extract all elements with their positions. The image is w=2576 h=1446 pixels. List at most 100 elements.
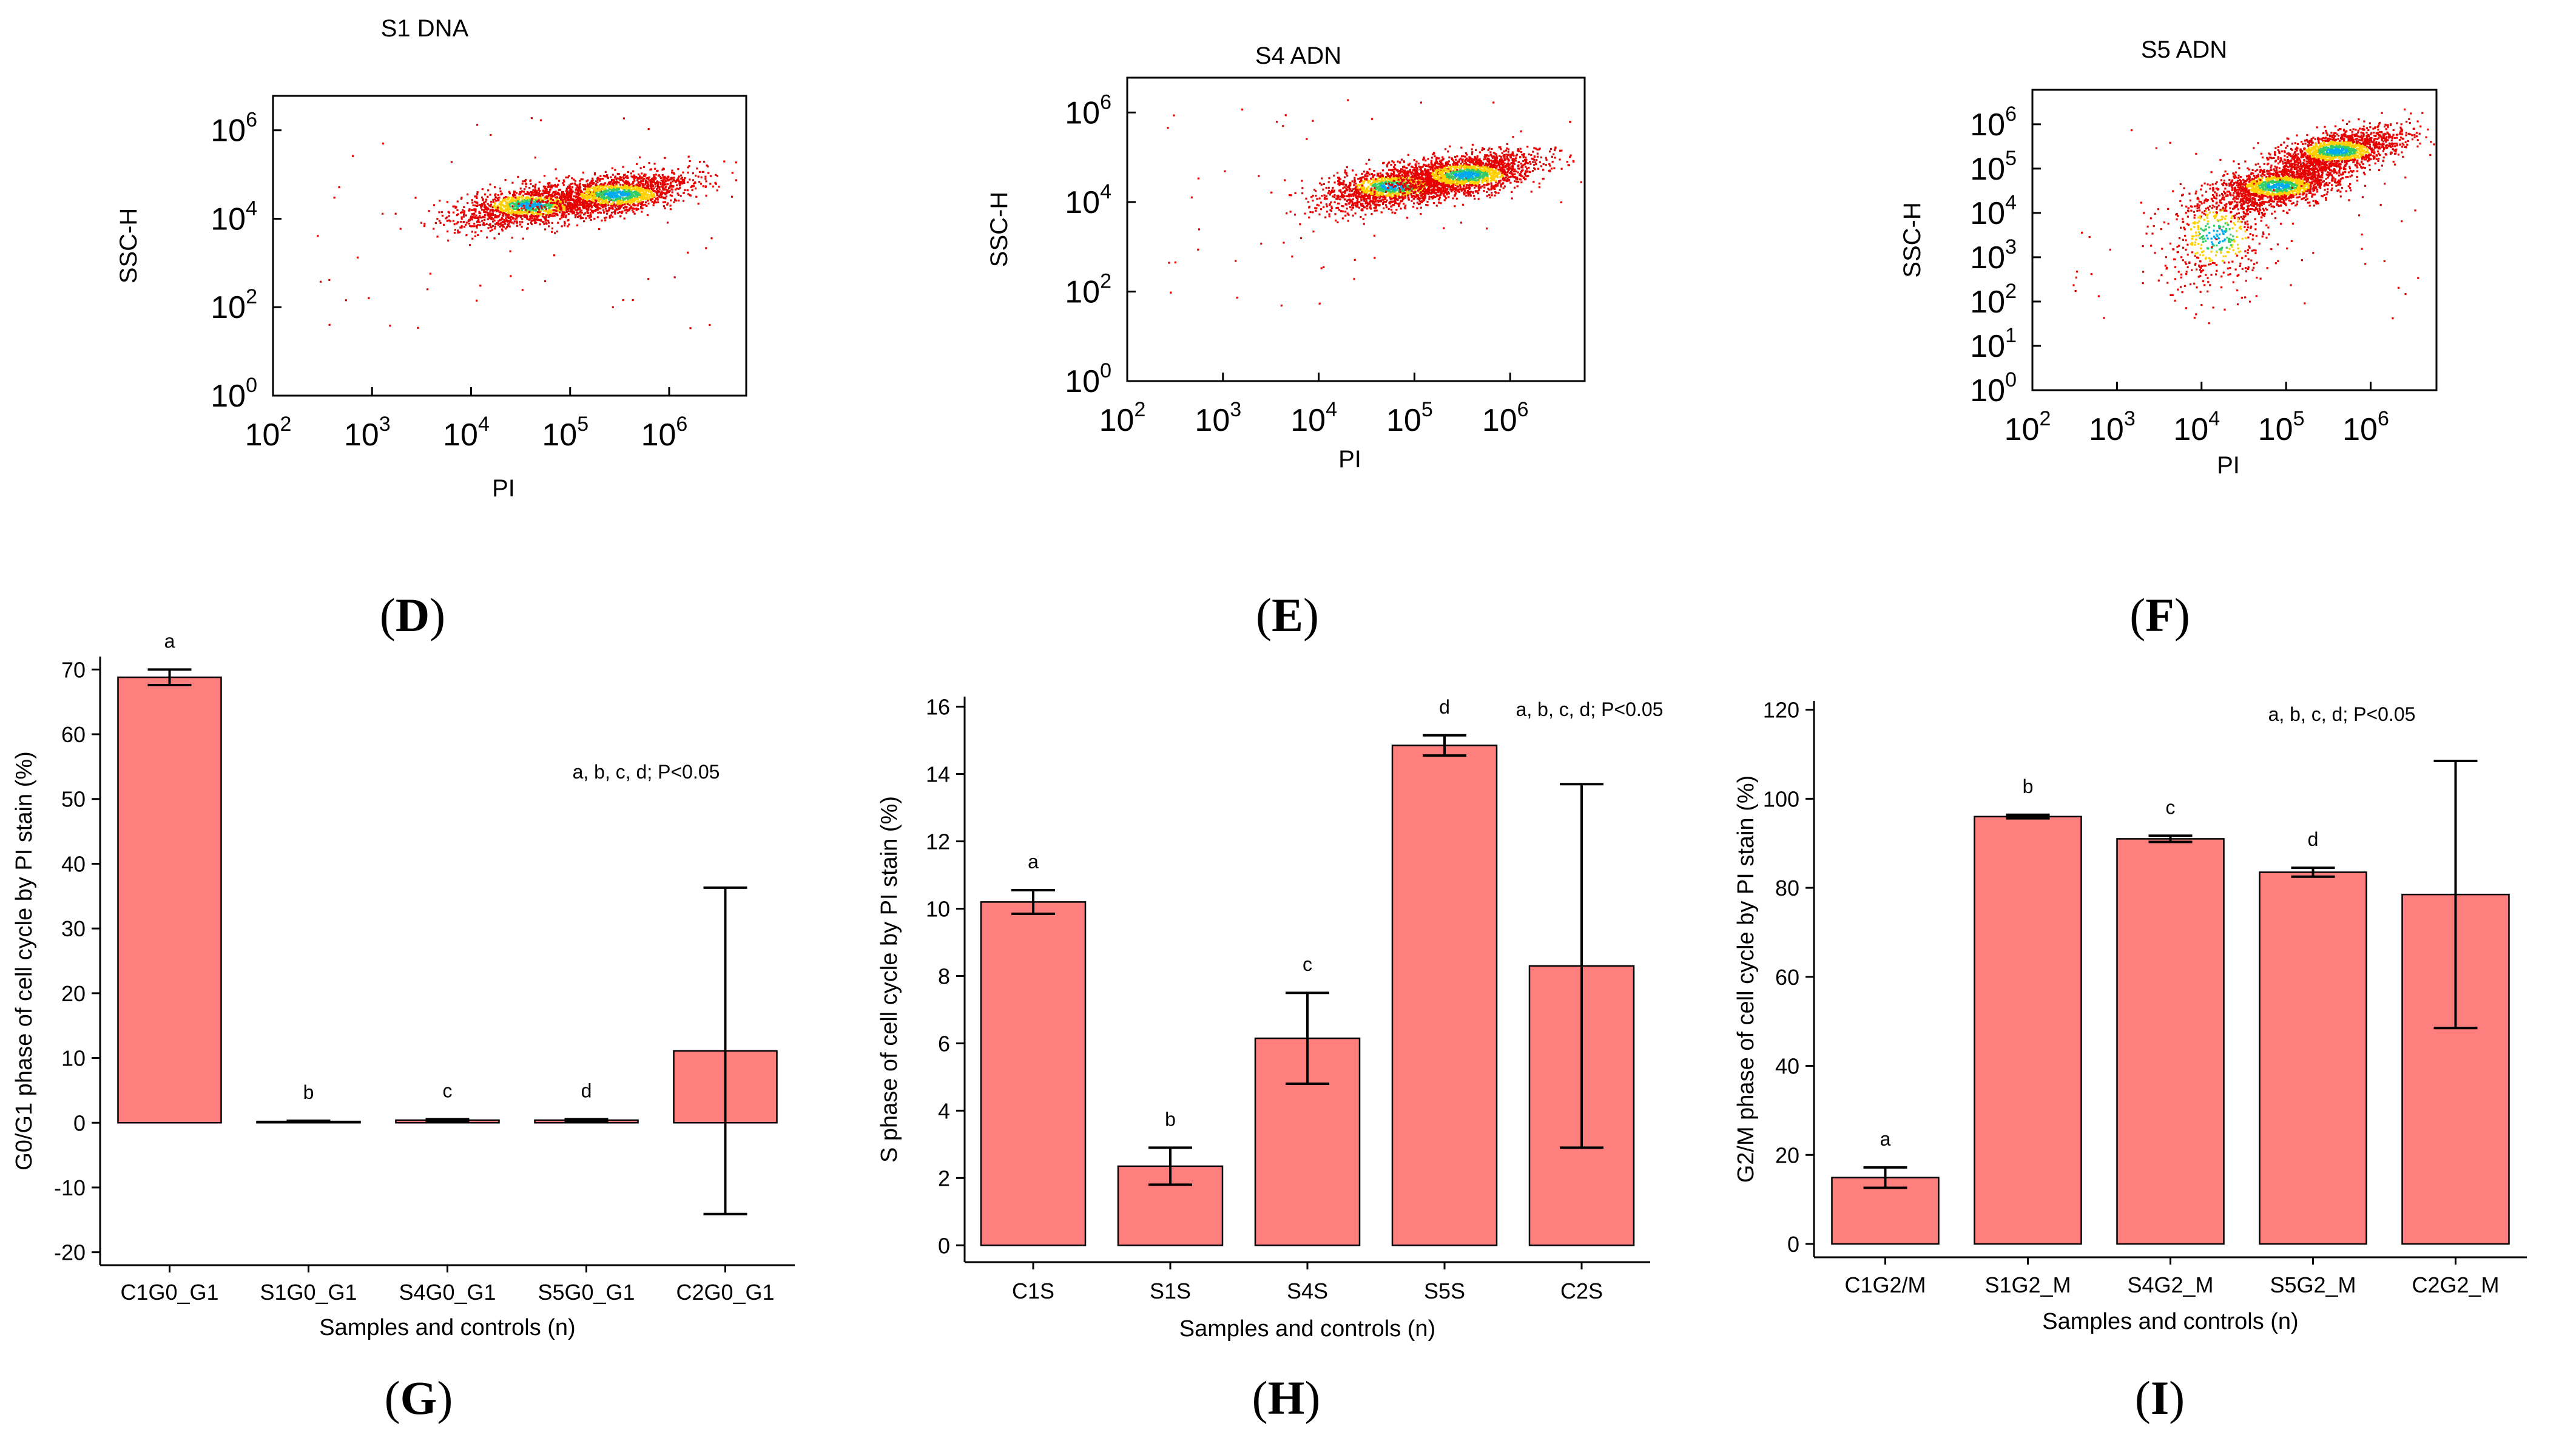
data-point [529,208,531,210]
data-point [704,175,707,178]
data-point [539,199,542,201]
data-point [598,188,601,190]
data-point [471,201,474,204]
data-point [514,197,517,199]
data-point [539,211,541,214]
data-point [654,183,656,186]
data-point [1474,175,1477,177]
data-point [1550,167,1553,170]
data-point [585,205,588,208]
data-point [672,180,674,183]
data-point [576,201,578,204]
data-point [1431,175,1433,177]
data-point [604,191,606,193]
data-point [516,221,518,224]
data-point [572,204,575,207]
data-point [676,178,678,181]
data-point [518,209,520,211]
data-point [481,203,484,205]
data-point [1448,168,1450,171]
data-point [1367,186,1370,188]
data-point [1347,198,1350,201]
data-point [649,194,652,197]
data-point [549,196,551,198]
data-point [502,223,504,226]
data-point [632,211,635,213]
data-point [1401,175,1404,178]
data-point [617,191,619,194]
data-point [565,196,567,198]
data-point [484,216,486,218]
data-point [1426,200,1429,203]
data-point [516,225,519,227]
data-point [1399,196,1401,198]
data-point [534,203,536,206]
data-point [1531,170,1534,172]
data-point [549,206,551,209]
data-point [1340,195,1342,198]
data-point [1325,195,1327,198]
data-point [683,181,686,184]
data-point [531,220,533,222]
data-point [614,189,616,191]
data-point [1349,181,1351,184]
data-point [555,197,558,199]
data-point [485,223,488,225]
data-point [698,171,701,173]
data-point [1362,204,1364,207]
data-point [561,194,564,196]
data-point [568,204,571,206]
data-point [460,226,463,229]
data-point [578,188,580,190]
data-point [1361,189,1363,192]
data-point [640,189,642,192]
data-point [507,215,510,217]
data-point [525,203,528,206]
data-point [1338,182,1341,184]
data-point [487,227,490,229]
data-point [574,214,576,217]
data-point [521,183,524,185]
data-point [1410,173,1412,175]
data-point [605,189,608,192]
data-point [490,209,492,211]
data-point [1382,189,1384,191]
data-point [537,214,540,217]
data-point [467,220,470,223]
data-point [604,208,607,210]
data-point [555,198,558,200]
data-point [1393,171,1395,174]
data-point [587,203,589,205]
data-point [485,211,488,214]
data-point [1509,181,1512,184]
data-point [1447,150,1449,153]
data-point [1328,215,1330,218]
data-point [665,195,668,198]
data-point [632,191,635,194]
data-point [526,200,528,203]
data-point [508,192,511,195]
data-point [575,195,578,198]
data-point [1404,185,1407,188]
data-point [644,191,647,193]
data-point [460,217,463,220]
data-point [555,177,558,180]
data-point [667,179,669,181]
data-point [1482,185,1484,188]
data-point [539,223,541,226]
data-point [552,212,555,215]
data-point [522,204,525,207]
data-point [646,194,648,196]
data-point [567,187,570,189]
data-point [598,228,601,231]
data-point [636,179,639,181]
data-point [1475,191,1477,193]
data-point [1358,194,1360,196]
data-point [450,161,453,163]
data-point [543,223,545,225]
data-point [1346,186,1349,188]
data-point [1392,192,1394,195]
data-point [599,193,602,195]
data-point [676,184,678,186]
data-point [1372,175,1374,178]
